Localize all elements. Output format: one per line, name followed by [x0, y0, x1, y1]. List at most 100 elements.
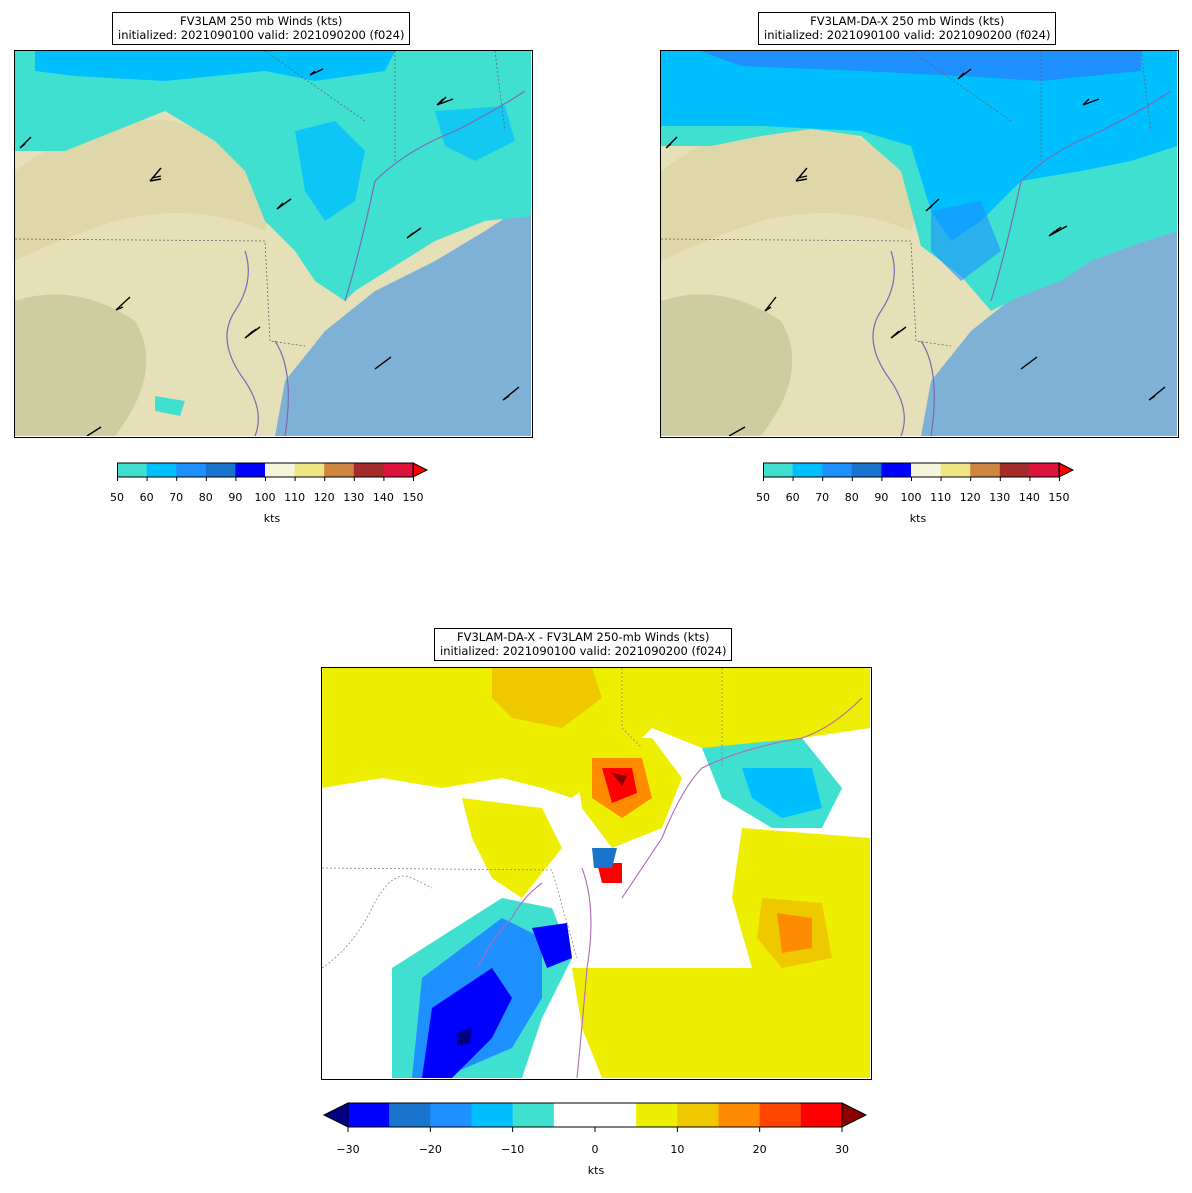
- diff-fill-neg10: [742, 768, 822, 818]
- cbar3-tick-label-5: 20: [752, 1143, 767, 1156]
- cbar1-tick-label-8: 130: [343, 491, 365, 504]
- panel2-title-line1: FV3LAM-DA-X 250 mb Winds (kts): [810, 14, 1005, 28]
- panel1-colorbar: 50 60 70 80 90 100 110 120 130 140 150 kts: [110, 462, 437, 525]
- panel3-map-svg: [322, 668, 870, 1078]
- cbar1-tick-label-3: 80: [198, 491, 213, 504]
- cbar2-swatch-8: [999, 463, 1030, 477]
- cbar3-extend-low-arrow: [322, 1102, 349, 1128]
- terrain-ridge: [15, 294, 147, 436]
- cbar1-tick-label-10: 150: [402, 491, 424, 504]
- cbar3-tick-label-3: 0: [591, 1143, 599, 1156]
- cbar1-swatch-1: [146, 463, 177, 477]
- panel1-colorbar-svg: [117, 462, 429, 481]
- panel3-title: FV3LAM-DA-X - FV3LAM 250-mb Winds (kts) …: [434, 628, 733, 661]
- cbar2-tick-label-5: 100: [900, 491, 922, 504]
- cbar2-swatch-0: [763, 463, 794, 477]
- wind-fill-60-b: [295, 121, 365, 221]
- cbar3-swatch-1: [389, 1103, 431, 1127]
- cbar2-tick-label-10: 150: [1048, 491, 1070, 504]
- cbar1-tick-label-6: 110: [284, 491, 306, 504]
- wind-fill-50-b: [155, 396, 185, 416]
- state-borders: [661, 238, 952, 347]
- panel1-title: FV3LAM 250 mb Winds (kts) initialized: 2…: [112, 12, 411, 45]
- diff-fill-pos25: [602, 768, 637, 803]
- cbar3-swatch-2: [430, 1103, 472, 1127]
- coastline-north: [990, 90, 1172, 302]
- coastline-north: [344, 90, 526, 302]
- panel2-map: [660, 50, 1179, 438]
- cbar2-swatch-2: [822, 463, 853, 477]
- diff-fill-pos10: [492, 668, 602, 728]
- cbar2-swatch-6: [940, 463, 971, 477]
- state-borders: [15, 238, 306, 347]
- cbar1-swatch-8: [353, 463, 384, 477]
- cbar2-tick-label-7: 120: [959, 491, 981, 504]
- cbar3-swatch-5: [553, 1103, 596, 1127]
- cbar3-swatch-0: [348, 1103, 390, 1127]
- wind-fill-60: [661, 51, 1177, 241]
- bay-coastline: [226, 250, 259, 436]
- bay-coastline: [872, 250, 905, 436]
- cbar1-extend-arrow: [412, 462, 429, 478]
- coastline-south: [576, 867, 592, 1078]
- cbar1-swatch-9: [383, 463, 414, 477]
- panel1-map: [14, 50, 533, 438]
- cbar1-tick-label-4: 90: [228, 491, 243, 504]
- cbar3-swatch-3: [471, 1103, 514, 1127]
- panel1-title-line1: FV3LAM 250 mb Winds (kts): [180, 14, 343, 28]
- panel3-colorbar-label: kts: [587, 1164, 605, 1177]
- wind-fill-70: [701, 51, 1141, 81]
- panel1-title-line2: initialized: 2021090100 valid: 202109020…: [118, 28, 405, 42]
- panel2-title: FV3LAM-DA-X 250 mb Winds (kts) initializ…: [758, 12, 1057, 45]
- cbar3-swatch-8: [677, 1103, 719, 1127]
- panel1-map-svg: [15, 51, 531, 436]
- cbar3-swatch-6: [595, 1103, 637, 1127]
- cbar3-tick-label-4: 10: [670, 1143, 685, 1156]
- diff-fill-neg25: [422, 968, 512, 1078]
- diff-fill-neg25-b: [532, 923, 572, 968]
- cbar1-swatch-7: [324, 463, 355, 477]
- panel2-colorbar-label: kts: [909, 512, 927, 525]
- cbar1-tick-label-9: 140: [372, 491, 394, 504]
- state-borders-north: [264, 51, 506, 161]
- panel1-colorbar-label: kts: [263, 512, 281, 525]
- cbar3-tick-label-0: −30: [336, 1143, 360, 1156]
- terrain-ridge: [661, 294, 793, 436]
- cbar3-swatch-11: [800, 1103, 843, 1127]
- diff-fill-neg20: [592, 848, 617, 868]
- cbar1-swatch-0: [117, 463, 148, 477]
- panel2-colorbar-svg: [763, 462, 1075, 481]
- cbar1-swatch-3: [205, 463, 236, 477]
- cbar1-tick-label-7: 120: [313, 491, 335, 504]
- cbar2-tick-label-8: 130: [989, 491, 1011, 504]
- cbar3-tick-label-6: 30: [835, 1143, 849, 1156]
- cbar1-swatch-2: [176, 463, 207, 477]
- panel2-colorbar: 50 60 70 80 90 100 110 120 130 140 150 kts: [756, 462, 1083, 525]
- cbar2-swatch-4: [881, 463, 912, 477]
- diff-fill-pos15-b: [777, 913, 812, 953]
- cbar3-tick-label-1: −20: [418, 1143, 442, 1156]
- cbar1-swatch-4: [235, 463, 266, 477]
- cbar2-tick-label-9: 140: [1018, 491, 1040, 504]
- wind-barbs: [19, 68, 520, 436]
- panel3-map: [321, 667, 872, 1080]
- cbar2-tick-label-2: 70: [815, 491, 830, 504]
- wind-fill-50: [15, 51, 531, 301]
- panel3-colorbar: −30 −20 −10 0 10 20 30 kts: [322, 1102, 872, 1177]
- cbar2-swatch-3: [851, 463, 882, 477]
- cbar1-tick-label-2: 70: [169, 491, 184, 504]
- bay-coastline: [476, 882, 543, 969]
- diff-fill-neg30: [457, 1028, 472, 1046]
- cbar2-swatch-7: [970, 463, 1001, 477]
- cbar3-swatch-7: [636, 1103, 678, 1127]
- terrain-shading: [661, 119, 921, 261]
- wind-fill-60: [35, 51, 395, 81]
- state-borders-north: [910, 51, 1152, 161]
- coastline-south: [920, 340, 935, 436]
- wind-fill-70-b: [931, 201, 1001, 281]
- cbar3-swatch-4: [512, 1103, 555, 1127]
- cbar2-tick-label-6: 110: [930, 491, 952, 504]
- state-borders-north: [621, 668, 723, 768]
- cbar2-tick-label-1: 60: [785, 491, 800, 504]
- panel3-title-line1: FV3LAM-DA-X - FV3LAM 250-mb Winds (kts): [457, 630, 710, 644]
